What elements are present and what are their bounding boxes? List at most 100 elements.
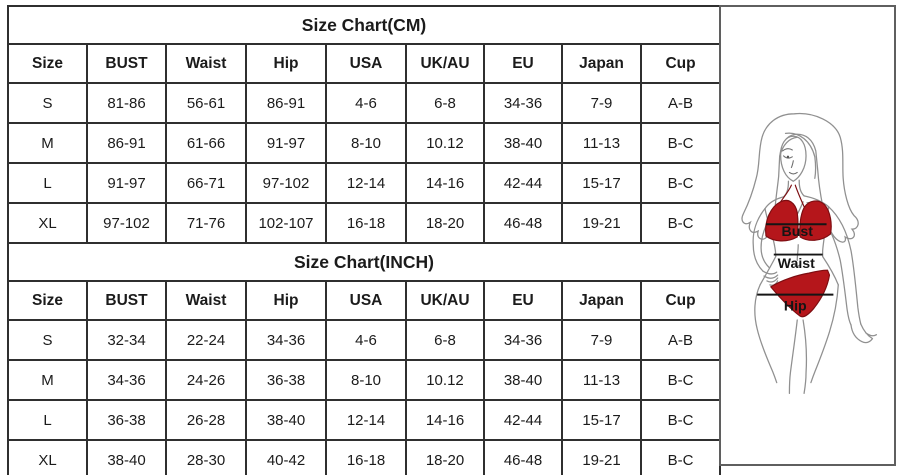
table-cell: 6-8 <box>405 82 485 124</box>
table-cell: 8-10 <box>325 359 407 401</box>
table-cell: 12-14 <box>325 162 407 204</box>
table-cell: L <box>7 162 88 204</box>
table-row: S 32-34 22-24 34-36 4-6 6-8 34-36 7-9 A-B <box>7 319 722 361</box>
column-header: UK/AU <box>405 280 485 321</box>
table-cell: 8-10 <box>325 122 407 164</box>
table-cell: 56-61 <box>165 82 247 124</box>
eye <box>783 155 793 159</box>
table-cell: XL <box>7 202 88 244</box>
table-row: L 36-38 26-28 38-40 12-14 14-16 42-44 15-17 B-C <box>7 399 722 441</box>
woman-measurement-illustration: Bust Waist Hip <box>741 112 878 394</box>
table-cell: L <box>7 399 88 441</box>
table-cell: 16-18 <box>325 202 407 244</box>
table-cell: 26-28 <box>165 399 247 441</box>
table-cell: 16-18 <box>325 439 407 475</box>
column-header: BUST <box>86 43 167 84</box>
table-row: L 91-97 66-71 97-102 12-14 14-16 42-44 15-17 B-C <box>7 162 722 204</box>
table-cell: 4-6 <box>325 82 407 124</box>
column-header: EU <box>483 280 563 321</box>
hair-fringe-2 <box>779 136 798 158</box>
right-hand-fingers <box>850 323 878 344</box>
column-header: Japan <box>561 43 642 84</box>
title-row: Size Chart(CM) <box>6 5 722 45</box>
table-row: XL 38-40 28-30 40-42 16-18 18-20 46-48 19-21 B-C <box>7 439 722 475</box>
eyebrow <box>782 148 793 152</box>
neck <box>782 179 805 198</box>
table-cell: 46-48 <box>483 202 563 244</box>
table-cell: 38-40 <box>245 399 327 441</box>
table-cell: B-C <box>639 359 722 401</box>
hip-right <box>822 255 839 286</box>
column-header: Waist <box>165 280 247 321</box>
table-cell: B-C <box>639 162 722 204</box>
table-row: S 81-86 56-61 86-91 4-6 6-8 34-36 7-9 A-B <box>7 82 722 124</box>
table-cell: 46-48 <box>483 439 563 475</box>
column-header: Size <box>7 43 88 84</box>
table-cell: 36-38 <box>245 359 327 401</box>
table-cell: XL <box>7 439 88 475</box>
bikini-straps <box>780 184 805 208</box>
column-header: Size <box>7 280 88 321</box>
hair-fringe <box>784 132 817 179</box>
column-header: EU <box>483 43 563 84</box>
title-row: Size Chart(INCH) <box>6 242 722 282</box>
column-header: UK/AU <box>405 43 485 84</box>
table-cell: 10.12 <box>405 359 485 401</box>
column-header: Hip <box>245 43 327 84</box>
table-cell: 97-102 <box>245 162 327 204</box>
nose <box>790 160 794 169</box>
table-cell: M <box>7 359 88 401</box>
measurement-figure-box: Bust Waist Hip <box>719 5 896 466</box>
bust-label: Bust <box>782 224 814 240</box>
table-cell: 38-40 <box>483 122 563 164</box>
table-cell: 18-20 <box>405 202 485 244</box>
column-header: Japan <box>561 280 642 321</box>
table-cell: B-C <box>639 122 722 164</box>
column-header: Cup <box>639 280 722 321</box>
header-row: Size BUST Waist Hip USA UK/AU EU Japan Cup <box>7 280 722 321</box>
table-cell: 14-16 <box>405 399 485 441</box>
table-cell: A-B <box>639 82 722 124</box>
table-cell: 91-97 <box>245 122 327 164</box>
table-cell: 66-71 <box>165 162 247 204</box>
column-header: Waist <box>165 43 247 84</box>
left-hand-fingers <box>762 270 779 286</box>
table-cell: B-C <box>639 202 722 244</box>
table-cell: 32-34 <box>86 319 167 361</box>
table-cell: 71-76 <box>165 202 247 244</box>
table-cell: 12-14 <box>325 399 407 441</box>
table-cell: 38-40 <box>86 439 167 475</box>
column-header: Cup <box>639 43 722 84</box>
table-cell: B-C <box>639 399 722 441</box>
belly-line <box>794 244 800 267</box>
table-row: M 86-91 61-66 91-97 8-10 10.12 38-40 11-13 B-C <box>7 122 722 164</box>
table-cell: 18-20 <box>405 439 485 475</box>
size-chart-title: Size Chart(CM) <box>6 5 722 45</box>
table-cell: S <box>7 82 88 124</box>
table-cell: 7-9 <box>561 319 642 361</box>
table-cell: 86-91 <box>245 82 327 124</box>
column-header: USA <box>325 280 407 321</box>
column-header: Hip <box>245 280 327 321</box>
mouth <box>788 171 798 175</box>
waist-label: Waist <box>778 256 816 272</box>
size-chart-table: Size Chart(CM) Size BUST Waist Hip USA UK/AU EU… <box>6 5 722 475</box>
table-cell: S <box>7 319 88 361</box>
hip-left <box>759 255 777 286</box>
bikini-top-right-cup <box>799 200 832 241</box>
right-arm <box>822 206 862 326</box>
table-cell: M <box>7 122 88 164</box>
table-cell: 15-17 <box>561 399 642 441</box>
table-row: XL 97-102 71-76 102-107 16-18 18-20 46-48 19-21… <box>7 202 722 244</box>
table-cell: 19-21 <box>561 202 642 244</box>
table-cell: 34-36 <box>86 359 167 401</box>
table-cell: 61-66 <box>165 122 247 164</box>
table-cell: 42-44 <box>483 399 563 441</box>
header-row: Size BUST Waist Hip USA UK/AU EU Japan Cup <box>7 43 722 84</box>
table-cell: 86-91 <box>86 122 167 164</box>
table-cell: 24-26 <box>165 359 247 401</box>
table-cell: 4-6 <box>325 319 407 361</box>
column-header: USA <box>325 43 407 84</box>
right-leg <box>802 284 839 394</box>
table-row: M 34-36 24-26 36-38 8-10 10.12 38-40 11-13 B-C <box>7 359 722 401</box>
